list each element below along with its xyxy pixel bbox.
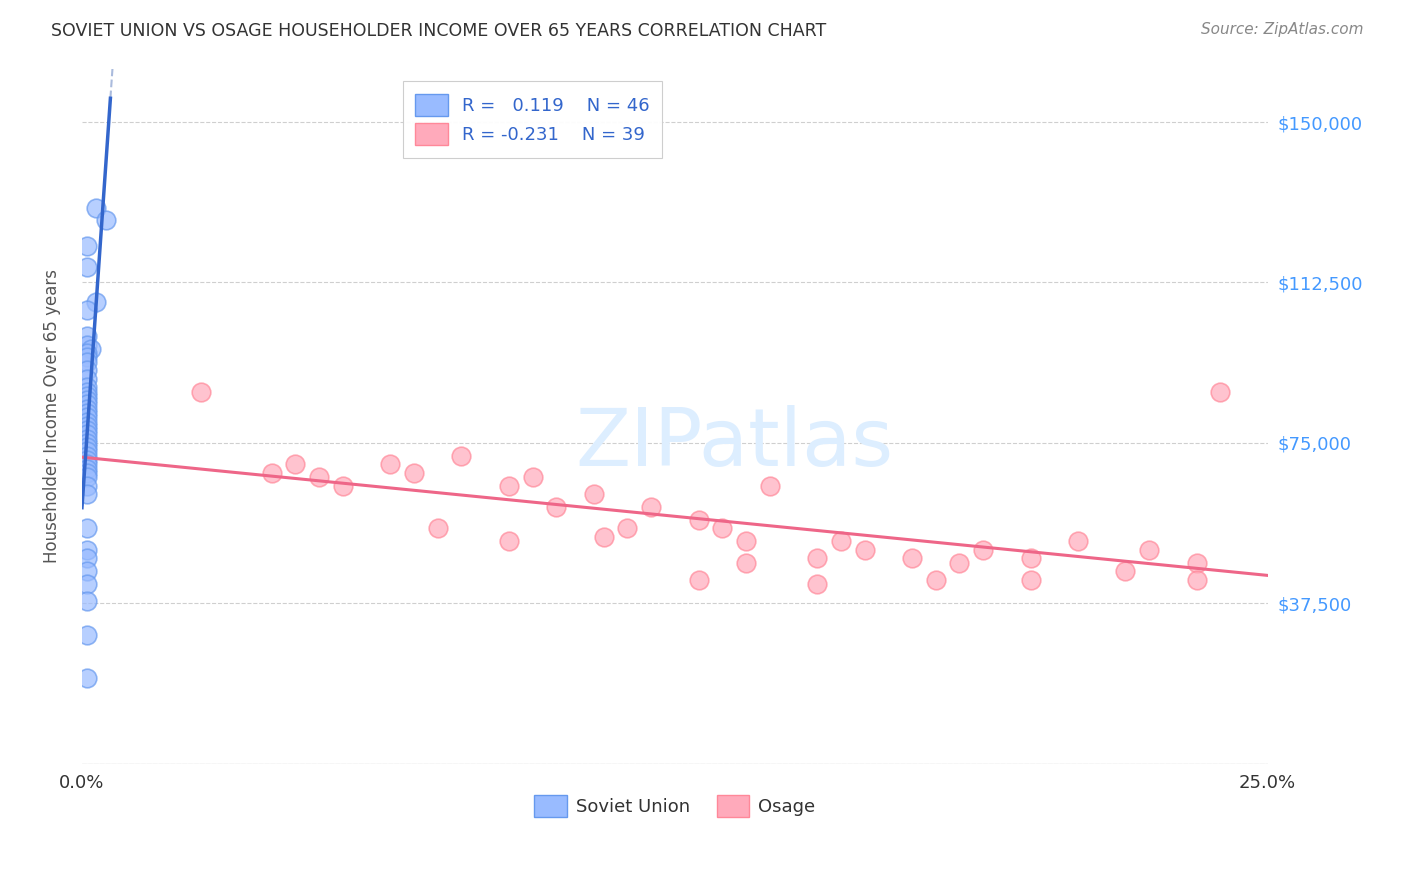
- Point: [426, 521, 449, 535]
- Point: [546, 500, 568, 514]
- Point: [76, 329, 98, 343]
- Point: [284, 458, 307, 472]
- Y-axis label: Householder Income Over 65 years: Householder Income Over 65 years: [44, 269, 60, 563]
- Point: [76, 444, 98, 458]
- Point: [76, 542, 98, 557]
- Text: ZIPatlas: ZIPatlas: [575, 405, 893, 483]
- Point: [1185, 556, 1208, 570]
- Point: [1114, 564, 1136, 578]
- Point: [1185, 573, 1208, 587]
- Point: [592, 530, 614, 544]
- Point: [76, 564, 98, 578]
- Point: [76, 458, 98, 472]
- Point: [76, 354, 98, 368]
- Point: [806, 551, 828, 566]
- Point: [308, 470, 330, 484]
- Point: [76, 423, 98, 437]
- Point: [76, 372, 98, 386]
- Point: [735, 534, 758, 549]
- Point: [76, 479, 98, 493]
- Point: [76, 470, 98, 484]
- Point: [76, 466, 98, 480]
- Point: [76, 410, 98, 425]
- Point: [76, 671, 98, 685]
- Point: [80, 342, 103, 356]
- Point: [806, 577, 828, 591]
- Point: [190, 384, 212, 399]
- Point: [76, 351, 98, 365]
- Point: [76, 436, 98, 450]
- Point: [76, 260, 98, 275]
- Point: [76, 346, 98, 360]
- Text: Source: ZipAtlas.com: Source: ZipAtlas.com: [1201, 22, 1364, 37]
- Point: [901, 551, 924, 566]
- Point: [76, 393, 98, 408]
- Point: [332, 479, 354, 493]
- Point: [76, 239, 98, 253]
- Point: [76, 551, 98, 566]
- Point: [76, 432, 98, 446]
- Point: [76, 406, 98, 420]
- Point: [1137, 542, 1160, 557]
- Point: [260, 466, 283, 480]
- Point: [84, 294, 107, 309]
- Point: [758, 479, 780, 493]
- Point: [76, 337, 98, 351]
- Point: [76, 401, 98, 416]
- Point: [1067, 534, 1090, 549]
- Point: [924, 573, 946, 587]
- Point: [76, 577, 98, 591]
- Point: [1019, 573, 1042, 587]
- Point: [76, 418, 98, 433]
- Point: [76, 363, 98, 377]
- Point: [498, 534, 520, 549]
- Point: [76, 440, 98, 454]
- Point: [76, 461, 98, 475]
- Point: [948, 556, 970, 570]
- Point: [76, 380, 98, 394]
- Point: [498, 479, 520, 493]
- Point: [583, 487, 606, 501]
- Point: [76, 449, 98, 463]
- Text: SOVIET UNION VS OSAGE HOUSEHOLDER INCOME OVER 65 YEARS CORRELATION CHART: SOVIET UNION VS OSAGE HOUSEHOLDER INCOME…: [51, 22, 825, 40]
- Point: [76, 427, 98, 442]
- Point: [735, 556, 758, 570]
- Legend: Soviet Union, Osage: Soviet Union, Osage: [527, 788, 823, 824]
- Point: [76, 453, 98, 467]
- Point: [94, 213, 117, 227]
- Point: [76, 521, 98, 535]
- Point: [1019, 551, 1042, 566]
- Point: [76, 397, 98, 411]
- Point: [402, 466, 425, 480]
- Point: [76, 384, 98, 399]
- Point: [76, 389, 98, 403]
- Point: [76, 487, 98, 501]
- Point: [853, 542, 876, 557]
- Point: [688, 573, 710, 587]
- Point: [711, 521, 734, 535]
- Point: [76, 303, 98, 318]
- Point: [522, 470, 544, 484]
- Point: [616, 521, 638, 535]
- Point: [688, 513, 710, 527]
- Point: [76, 594, 98, 608]
- Point: [1209, 384, 1232, 399]
- Point: [76, 415, 98, 429]
- Point: [380, 458, 402, 472]
- Point: [640, 500, 662, 514]
- Point: [76, 628, 98, 642]
- Point: [972, 542, 994, 557]
- Point: [84, 201, 107, 215]
- Point: [450, 449, 472, 463]
- Point: [830, 534, 852, 549]
